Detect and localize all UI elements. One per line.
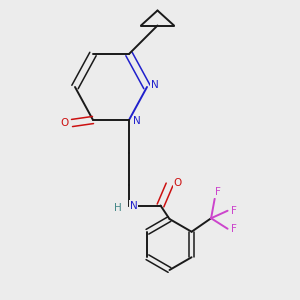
Text: F: F: [215, 187, 220, 197]
Text: N: N: [133, 116, 140, 127]
Text: N: N: [130, 200, 137, 211]
Text: F: F: [231, 206, 237, 216]
Text: F: F: [231, 224, 237, 234]
Text: H: H: [114, 203, 122, 213]
Text: O: O: [174, 178, 182, 188]
Text: N: N: [151, 80, 158, 91]
Text: O: O: [60, 118, 69, 128]
